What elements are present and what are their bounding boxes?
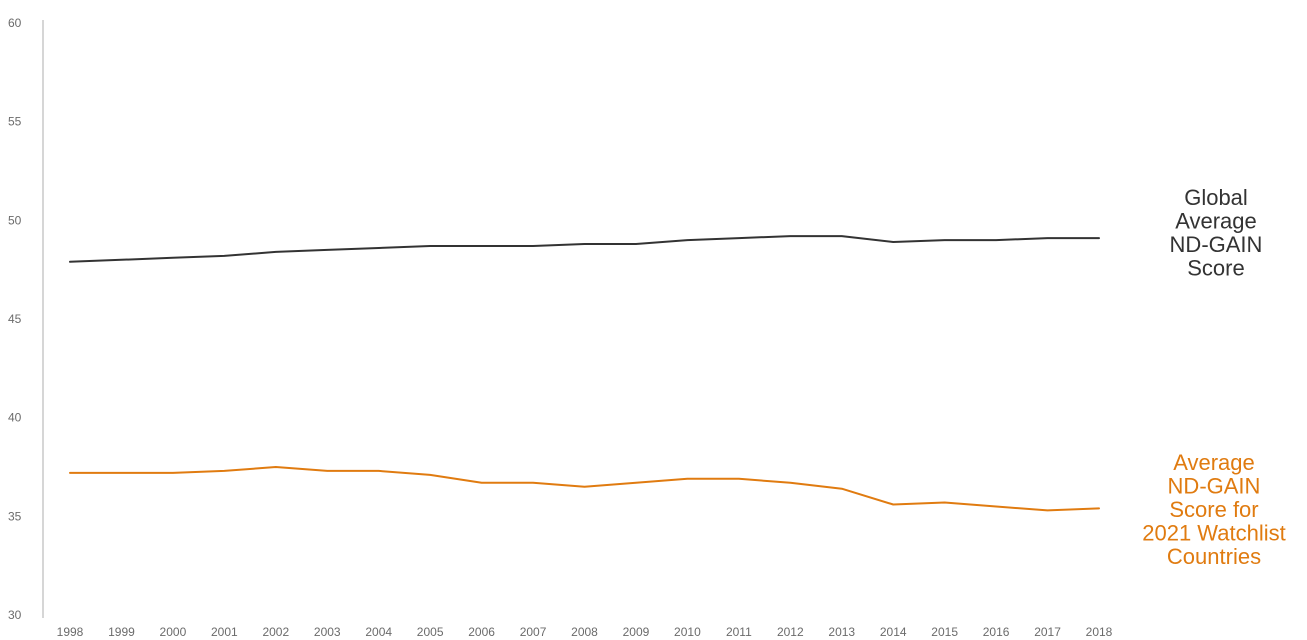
y-tick-label: 40: [8, 411, 22, 425]
series-line: [69, 235, 1100, 263]
y-tick-label: 35: [8, 509, 22, 523]
x-tick-label: 2004: [365, 625, 392, 639]
x-tick-label: 1998: [57, 625, 84, 639]
x-tick-label: 2001: [211, 625, 238, 639]
x-tick-label: 2006: [468, 625, 495, 639]
y-tick-label: 45: [8, 312, 22, 326]
x-axis-ticks: 1998 1999 2000 2001 2002 2003 2004 2005 2006 2007…: [57, 625, 1113, 639]
x-tick-label: 2007: [520, 625, 547, 639]
x-tick-label: 2018: [1086, 625, 1113, 639]
series-label: ND-GAIN: [1168, 474, 1261, 499]
x-tick-label: 2012: [777, 625, 804, 639]
series-label: Score for: [1169, 497, 1258, 522]
y-tick-label: 30: [8, 608, 22, 622]
x-tick-label: 2017: [1034, 625, 1061, 639]
series-label: Average: [1173, 450, 1255, 475]
series-lines: [69, 235, 1100, 512]
y-tick-label: 55: [8, 115, 22, 129]
series-label: 2021 Watchlist: [1142, 521, 1285, 546]
x-tick-label: 2003: [314, 625, 341, 639]
x-tick-label: 2010: [674, 625, 701, 639]
x-tick-label: 2016: [983, 625, 1010, 639]
x-tick-label: 2008: [571, 625, 598, 639]
x-tick-label: 2002: [262, 625, 289, 639]
series-label: Global: [1184, 185, 1248, 210]
series-line: [69, 466, 1100, 512]
x-tick-label: 2013: [828, 625, 855, 639]
x-tick-label: 2000: [160, 625, 187, 639]
y-tick-label: 60: [8, 16, 22, 30]
series-label: Countries: [1167, 544, 1261, 569]
x-tick-label: 2011: [726, 625, 752, 639]
y-tick-label: 50: [8, 213, 22, 227]
series-labels: GlobalAverageND-GAINScoreAverageND-GAINS…: [1142, 185, 1285, 569]
x-tick-label: 2015: [931, 625, 958, 639]
x-tick-label: 1999: [108, 625, 135, 639]
y-axis-ticks: 30 35 40 45 50 55 60: [8, 16, 22, 622]
series-label: Score: [1187, 256, 1244, 281]
x-tick-label: 2009: [623, 625, 650, 639]
series-label: Average: [1175, 209, 1257, 234]
series-label: ND-GAIN: [1170, 232, 1263, 257]
x-tick-label: 2005: [417, 625, 444, 639]
x-tick-label: 2014: [880, 625, 907, 639]
